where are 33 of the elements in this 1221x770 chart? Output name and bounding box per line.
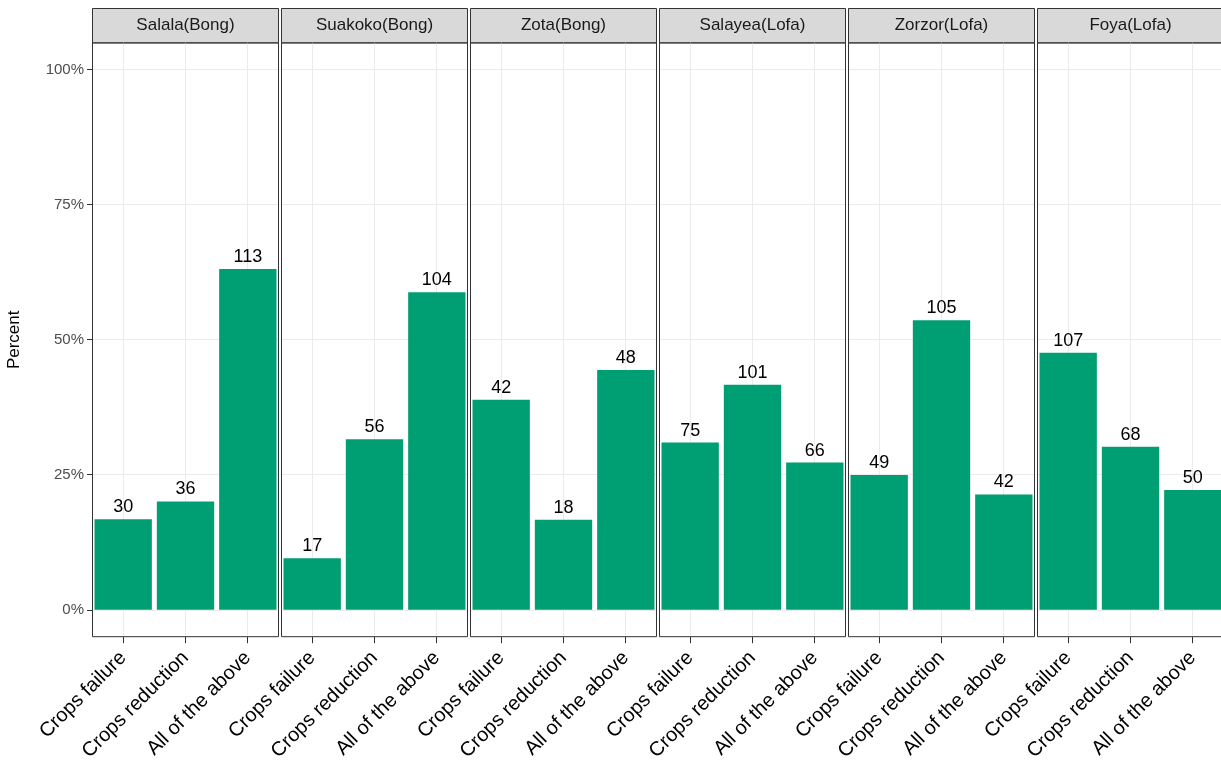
bar <box>94 519 152 610</box>
annotation: 50 <box>1182 467 1203 488</box>
chart-title: Suakoko(Bong) <box>315 14 434 34</box>
annotation: 42 <box>491 376 512 397</box>
chart-title: Zota(Bong) <box>520 14 607 34</box>
y-tick-label: 50% <box>53 329 84 347</box>
annotation: 107 <box>1053 329 1084 350</box>
y-tick-label: 100% <box>45 59 84 77</box>
annotation: 56 <box>364 416 385 437</box>
annotation: 42 <box>993 471 1014 492</box>
annotation: 75 <box>680 419 701 440</box>
annotation: 49 <box>869 451 890 472</box>
chart-title: Zorzor(Lofa) <box>894 14 989 34</box>
bar <box>156 501 215 610</box>
annotation: 113 <box>233 245 263 266</box>
annotation: 36 <box>175 478 196 499</box>
chart-title: Salayea(Lofa) <box>699 14 806 34</box>
y-tick-label: 0% <box>62 600 84 618</box>
annotation: 66 <box>804 439 825 460</box>
annotation: 68 <box>1120 423 1141 444</box>
annotation: 105 <box>926 297 957 318</box>
bar <box>219 268 277 610</box>
chart-title: Salala(Bong) <box>136 14 235 34</box>
chart-title: Foya(Lofa) <box>1089 14 1172 34</box>
annotation: 48 <box>615 347 636 368</box>
y-tick-label: 75% <box>53 194 84 212</box>
y-tick-label: 25% <box>53 465 84 483</box>
y-axis-title: Percent <box>3 310 23 370</box>
annotation: 104 <box>421 269 452 290</box>
annotation: 17 <box>302 535 323 556</box>
annotation: 18 <box>553 496 574 517</box>
annotation: 30 <box>113 496 134 517</box>
annotation: 101 <box>737 361 768 382</box>
